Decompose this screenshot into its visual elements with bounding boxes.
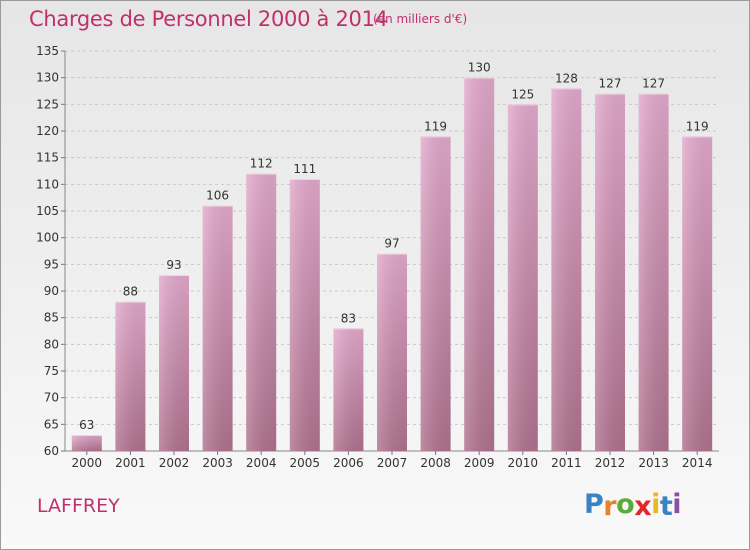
bar-shade-2008 — [420, 136, 451, 452]
y-tick-label-70: 70 — [44, 391, 59, 405]
y-tick-label-85: 85 — [44, 311, 59, 325]
x-tick-label-2000: 2000 — [72, 456, 103, 470]
y-tick-label-100: 100 — [36, 231, 59, 245]
x-tick-label-2013: 2013 — [638, 456, 669, 470]
y-tick-label-60: 60 — [44, 444, 59, 458]
bar-shade-2010 — [507, 104, 538, 451]
value-label-2006: 83 — [341, 311, 356, 325]
value-label-2003: 106 — [206, 189, 229, 203]
value-label-2001: 88 — [123, 285, 138, 299]
x-tick-label-2004: 2004 — [246, 456, 277, 470]
y-tick-label-75: 75 — [44, 364, 59, 378]
logo-letter: i — [651, 489, 660, 520]
chart-subtitle: (en milliers d'€) — [373, 12, 468, 26]
bar-shade-2013 — [638, 93, 669, 452]
bar-shade-2000 — [71, 435, 102, 451]
logo-letter: i — [672, 489, 682, 520]
bar-shade-2007 — [377, 253, 407, 451]
value-label-2009: 130 — [468, 61, 491, 75]
x-tick-label-2012: 2012 — [595, 456, 626, 470]
bar-shade-2011 — [551, 88, 582, 451]
value-label-2000: 63 — [79, 418, 94, 432]
y-tick-label-90: 90 — [44, 284, 59, 298]
logo-letter: x — [634, 491, 652, 522]
logo-letter: t — [659, 491, 673, 522]
value-label-2002: 93 — [166, 258, 181, 272]
value-label-2014: 119 — [686, 119, 709, 133]
bar-shade-2005 — [289, 179, 320, 451]
chart-title: Charges de Personnel 2000 à 2014 — [29, 7, 388, 31]
value-label-2010: 125 — [511, 87, 534, 101]
x-tick-label-2011: 2011 — [551, 456, 582, 470]
x-tick-label-2005: 2005 — [290, 456, 321, 470]
y-tick-label-110: 110 — [36, 177, 59, 191]
y-tick-label-105: 105 — [36, 204, 59, 218]
bar-shade-2009 — [464, 77, 495, 452]
y-tick-label-65: 65 — [44, 417, 59, 431]
bar-shade-2003 — [202, 205, 233, 451]
bar-shade-2006 — [333, 328, 364, 451]
value-label-2004: 112 — [250, 157, 273, 171]
value-label-2008: 119 — [424, 119, 447, 133]
value-label-2012: 127 — [599, 77, 622, 91]
commune-name: LAFFREY — [37, 495, 120, 517]
value-label-2007: 97 — [384, 237, 399, 251]
logo-letter: o — [616, 489, 635, 520]
x-tick-label-2002: 2002 — [159, 456, 190, 470]
y-tick-label-130: 130 — [36, 71, 59, 85]
bar-shade-2004 — [246, 173, 277, 451]
bar-shade-2002 — [159, 275, 189, 451]
logo-letter: P — [584, 489, 604, 520]
x-tick-label-2003: 2003 — [202, 456, 233, 470]
value-label-2011: 128 — [555, 71, 578, 85]
x-tick-label-2014: 2014 — [682, 456, 713, 470]
value-label-2013: 127 — [642, 77, 665, 91]
logo-letter: r — [603, 491, 617, 522]
x-tick-label-2009: 2009 — [464, 456, 495, 470]
y-tick-label-115: 115 — [36, 151, 59, 165]
x-tick-label-2006: 2006 — [333, 456, 364, 470]
y-tick-label-125: 125 — [36, 97, 59, 111]
y-tick-label-135: 135 — [36, 44, 59, 58]
bar-shade-2001 — [115, 301, 146, 451]
y-tick-label-95: 95 — [44, 257, 59, 271]
x-tick-label-2001: 2001 — [115, 456, 146, 470]
proxiti-logo: Proxiti — [584, 489, 682, 522]
y-tick-label-120: 120 — [36, 124, 59, 138]
x-tick-label-2007: 2007 — [377, 456, 408, 470]
x-tick-label-2010: 2010 — [508, 456, 539, 470]
bar-shade-2014 — [682, 136, 713, 452]
value-label-2005: 111 — [293, 162, 316, 176]
y-tick-label-80: 80 — [44, 337, 59, 351]
bar-shade-2012 — [595, 93, 625, 452]
x-tick-label-2008: 2008 — [420, 456, 451, 470]
